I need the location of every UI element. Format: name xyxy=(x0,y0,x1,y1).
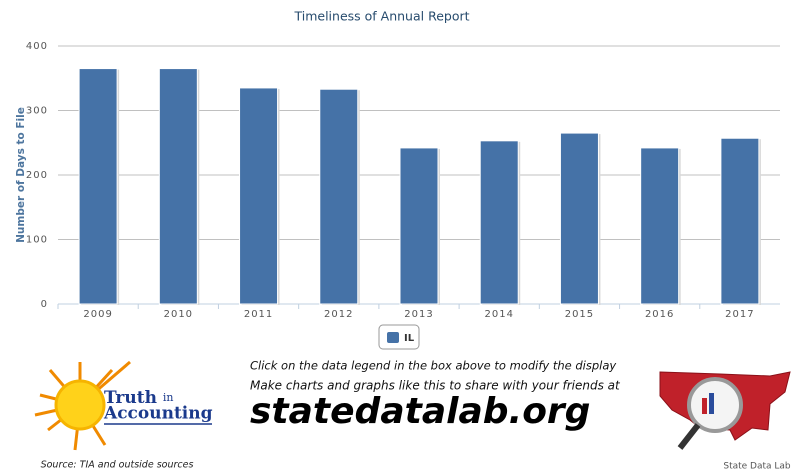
promo: Make charts and graphs like this to shar… xyxy=(250,379,621,393)
bar xyxy=(239,87,279,305)
bar xyxy=(78,68,118,305)
sun xyxy=(54,379,106,431)
map-logo: State Data Lab xyxy=(659,371,791,472)
y-tick-label: 300 xyxy=(26,106,48,117)
x-tick-label: 2015 xyxy=(565,309,594,320)
x-tick-label: 2017 xyxy=(725,309,754,320)
icon xyxy=(709,393,714,414)
logo-text: Truth in xyxy=(104,388,173,408)
y-tick-label: 200 xyxy=(26,170,48,181)
y-tick-label: 0 xyxy=(41,299,48,310)
x-tick-label: 2013 xyxy=(404,309,433,320)
logo: Truth in Accounting Source: TIA and outs… xyxy=(34,360,213,471)
x-tick-label: 2016 xyxy=(645,309,674,320)
logo-text: Accounting xyxy=(103,404,213,424)
bar xyxy=(399,147,439,305)
bar xyxy=(640,147,680,305)
x-tick-label: 2011 xyxy=(244,309,273,320)
y-tick-label: 100 xyxy=(26,235,48,246)
brand: State Data Lab xyxy=(723,462,791,472)
x-tick-label: 2014 xyxy=(484,309,513,320)
x-tick-label: 2012 xyxy=(324,309,353,320)
source: Source: TIA and outside sources xyxy=(41,460,194,471)
chart-title: Timeliness of Annual Report xyxy=(293,9,469,24)
icon xyxy=(702,398,707,414)
legend-label[interactable]: IL xyxy=(404,333,415,344)
y-axis-label: Number of Days to File xyxy=(15,107,27,243)
x-tick-label: 2010 xyxy=(164,309,193,320)
bar xyxy=(479,140,519,305)
bar xyxy=(559,132,599,305)
x-tick-label: 2009 xyxy=(83,309,112,320)
legend-swatch[interactable] xyxy=(387,332,399,343)
legend[interactable]: IL xyxy=(378,324,420,350)
site-name[interactable]: statedatalab.org xyxy=(250,391,590,432)
plot-area: 0 100 200 300 400 2009 2010 2011 2012 2013 2014 201… xyxy=(26,41,780,320)
bar xyxy=(720,137,760,305)
instruction: Click on the data legend in the box abov… xyxy=(250,359,616,373)
bar xyxy=(158,68,198,305)
y-tick-label: 400 xyxy=(26,41,48,52)
bar xyxy=(319,88,359,305)
magnifier xyxy=(687,377,743,433)
handle xyxy=(677,423,701,450)
